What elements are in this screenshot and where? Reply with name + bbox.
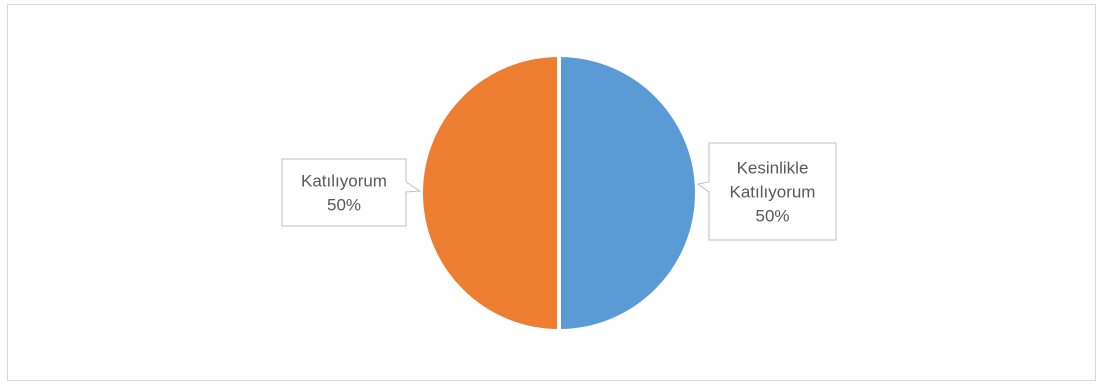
pie-slice-0 (557, 52, 699, 334)
callout-box-0 (696, 142, 837, 241)
data-label-callout-1: Katılıyorum 50% (281, 158, 422, 227)
data-label-category-0: Kesinlikle (737, 159, 809, 178)
data-label-category-1: Katılıyorum (301, 172, 387, 191)
callout-box-1 (281, 158, 422, 227)
pie-slice-1 (419, 52, 561, 334)
data-label-category-0: Katılıyorum (730, 183, 816, 202)
data-label-percent-0: 50% (755, 207, 789, 226)
data-label-callout-0: Kesinlikle Katılıyorum 50% (696, 142, 837, 241)
data-label-percent-1: 50% (327, 196, 361, 215)
